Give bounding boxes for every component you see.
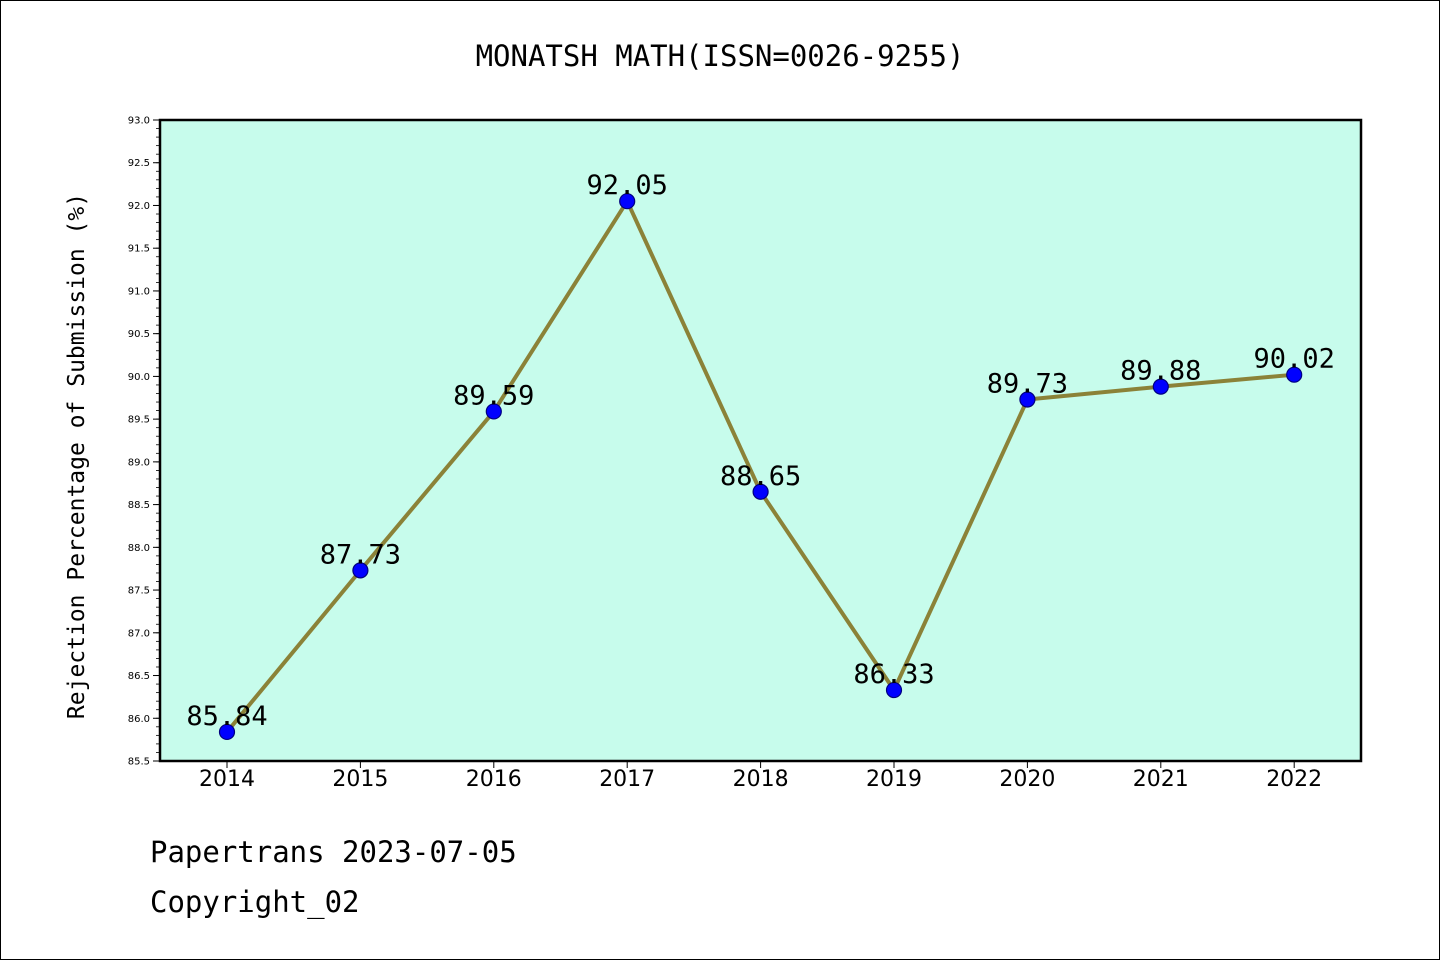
y-tick-label: 92.5	[128, 158, 150, 169]
y-tick-label: 93.0	[128, 116, 150, 127]
x-tick-label: 2022	[1266, 767, 1322, 792]
data-point	[619, 193, 636, 210]
y-tick-label: 87.5	[128, 586, 150, 597]
y-axis: 85.5 86.0 86.5 87.0 87.5 88.0 88.5 89.0 89.5 90.0…	[128, 116, 160, 768]
data-point	[485, 403, 502, 420]
x-tick-label: 2014	[199, 767, 255, 792]
y-tick-label: 90.5	[128, 329, 150, 340]
data-label: 90.02	[1254, 344, 1335, 375]
x-tick-label: 2016	[466, 767, 522, 792]
data-label: 89.73	[987, 368, 1068, 399]
x-tick-label: 2015	[332, 767, 388, 792]
y-tick-label: 88.0	[128, 543, 150, 554]
y-tick-label: 87.0	[128, 628, 150, 639]
data-label: 92.05	[587, 170, 668, 201]
plot-area	[158, 118, 1363, 763]
data-label: 89.88	[1120, 356, 1201, 387]
data-label: 89.59	[453, 380, 534, 411]
y-tick-label: 86.5	[128, 671, 150, 682]
y-tick-label: 89.0	[128, 457, 150, 468]
y-tick-label: 91.5	[128, 244, 150, 255]
y-tick-label: 92.0	[128, 201, 150, 212]
data-points	[218, 193, 1303, 741]
data-labels: 85.84 87.73 89.59 92.05 88.65 86.33 89.73 89.88…	[186, 170, 1334, 732]
x-tick-label: 2021	[1133, 767, 1189, 792]
footer-date: Papertrans 2023-07-05	[150, 835, 517, 869]
data-point	[752, 483, 769, 500]
data-point	[218, 723, 236, 741]
x-tick-label: 2017	[599, 767, 655, 792]
data-point	[885, 681, 903, 699]
data-label: 85.84	[186, 701, 267, 732]
x-tick-label: 2019	[866, 767, 922, 792]
data-label: 88.65	[720, 461, 801, 492]
data-point	[352, 562, 369, 579]
y-tick-label: 89.5	[128, 415, 150, 426]
y-tick-label: 88.5	[128, 500, 150, 511]
x-tick-label: 2018	[733, 767, 789, 792]
y-tick-label: 86.0	[128, 714, 150, 725]
y-axis-label: Rejection Percentage of Submission (%)	[64, 193, 90, 719]
data-label: 87.73	[320, 539, 401, 570]
y-tick-label: 90.0	[128, 372, 150, 383]
chart-title: MONATSH MATH(ISSN=0026-9255)	[476, 39, 965, 73]
x-axis: 2014 2015 2016 2017 2018 2019 2020 2021 2022	[199, 761, 1322, 792]
x-tick-label: 2020	[999, 767, 1055, 792]
footer-copyright: Copyright_02	[150, 885, 360, 919]
data-point	[1152, 378, 1169, 395]
data-label: 86.33	[853, 659, 934, 690]
y-tick-label: 85.5	[128, 757, 150, 768]
data-point	[1019, 391, 1036, 408]
data-point	[1286, 366, 1303, 383]
y-tick-label: 91.0	[128, 286, 150, 297]
